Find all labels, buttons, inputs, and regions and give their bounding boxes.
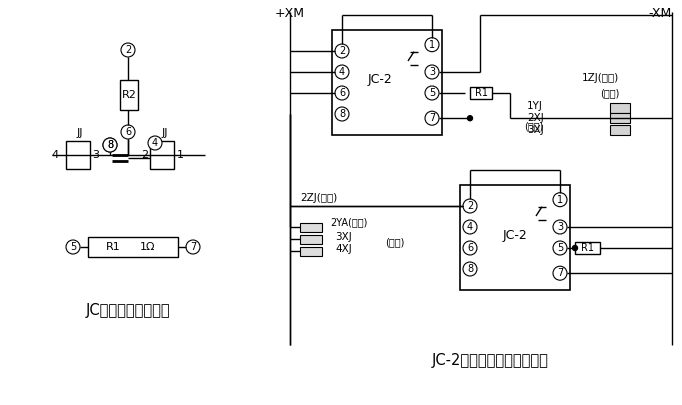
Text: R1: R1: [580, 243, 593, 253]
Bar: [575, 242, 600, 254]
Text: JJ: JJ: [77, 128, 83, 138]
Circle shape: [335, 86, 349, 100]
Text: (启动): (启动): [385, 237, 404, 247]
Circle shape: [553, 220, 567, 234]
Text: +XM: +XM: [275, 7, 305, 20]
Text: 1ZJ(复归): 1ZJ(复归): [582, 73, 619, 83]
Circle shape: [103, 138, 117, 152]
Text: JC-2: JC-2: [503, 228, 527, 241]
Text: (试验): (试验): [600, 88, 619, 98]
Circle shape: [425, 38, 439, 52]
Text: 5: 5: [429, 88, 435, 98]
Text: 1: 1: [429, 40, 435, 50]
Text: 7: 7: [557, 268, 563, 278]
Text: 8: 8: [107, 140, 113, 150]
Text: 2: 2: [339, 46, 345, 56]
Circle shape: [553, 241, 567, 255]
Text: 4: 4: [467, 222, 473, 232]
Bar: [460, 185, 570, 290]
Text: 7: 7: [190, 242, 196, 252]
Circle shape: [186, 240, 200, 254]
Circle shape: [335, 44, 349, 58]
Circle shape: [463, 199, 477, 213]
Text: 8: 8: [339, 109, 345, 119]
Bar: [470, 87, 492, 99]
Text: 2ZJ(复归): 2ZJ(复归): [300, 193, 338, 203]
Text: 6: 6: [467, 243, 473, 253]
Circle shape: [121, 43, 135, 57]
Circle shape: [463, 262, 477, 276]
Text: JJ: JJ: [162, 128, 168, 138]
Text: 3XJ: 3XJ: [527, 125, 544, 135]
Text: 6: 6: [339, 88, 345, 98]
Circle shape: [553, 266, 567, 280]
Bar: [150, 141, 174, 169]
Text: 1Ω: 1Ω: [140, 242, 155, 252]
Bar: [610, 103, 630, 113]
Circle shape: [463, 241, 477, 255]
Text: JC继电器原理电路图: JC继电器原理电路图: [86, 303, 170, 318]
Text: 4XJ: 4XJ: [335, 244, 352, 254]
Bar: [300, 235, 322, 244]
Text: 4: 4: [51, 150, 59, 160]
Text: 3: 3: [557, 222, 563, 232]
Circle shape: [425, 86, 439, 100]
Text: (启动): (启动): [524, 121, 544, 131]
Text: 1: 1: [177, 150, 183, 160]
Circle shape: [121, 125, 135, 139]
Circle shape: [335, 65, 349, 79]
Text: 2: 2: [141, 150, 149, 160]
Text: R1: R1: [475, 88, 488, 98]
Text: 6: 6: [125, 127, 131, 137]
Text: -XM: -XM: [649, 7, 672, 20]
Circle shape: [572, 245, 578, 251]
Text: 1: 1: [557, 195, 563, 205]
Text: 7: 7: [429, 113, 435, 123]
Text: JC-2: JC-2: [368, 73, 392, 87]
Text: 8: 8: [467, 264, 473, 274]
Circle shape: [467, 116, 473, 121]
Text: JC-2冲击继电器典型接线图: JC-2冲击继电器典型接线图: [432, 352, 548, 367]
Bar: [610, 113, 630, 123]
Bar: [300, 247, 322, 256]
Circle shape: [103, 138, 117, 152]
Circle shape: [148, 136, 162, 150]
Text: R2: R2: [121, 90, 136, 100]
Text: R1: R1: [106, 242, 121, 252]
Text: 3: 3: [429, 67, 435, 77]
Text: 5: 5: [557, 243, 563, 253]
Text: 2XJ: 2XJ: [527, 113, 544, 123]
Circle shape: [425, 111, 439, 125]
Text: 2: 2: [467, 201, 473, 211]
Bar: [610, 125, 630, 135]
Text: 1YJ: 1YJ: [527, 101, 543, 111]
Bar: [332, 30, 442, 135]
Text: 8: 8: [107, 140, 113, 150]
Text: 2: 2: [125, 45, 131, 55]
Bar: [88, 237, 178, 257]
Text: 3XJ: 3XJ: [335, 232, 352, 242]
Text: 3: 3: [93, 150, 100, 160]
Circle shape: [463, 220, 477, 234]
Text: 4: 4: [152, 138, 158, 148]
Bar: [300, 223, 322, 232]
Circle shape: [66, 240, 80, 254]
Text: 2YA(试验): 2YA(试验): [330, 217, 368, 227]
Text: 4: 4: [339, 67, 345, 77]
Bar: [66, 141, 90, 169]
Bar: [120, 80, 138, 110]
Circle shape: [335, 107, 349, 121]
Circle shape: [553, 193, 567, 207]
Text: 5: 5: [70, 242, 76, 252]
Circle shape: [425, 65, 439, 79]
